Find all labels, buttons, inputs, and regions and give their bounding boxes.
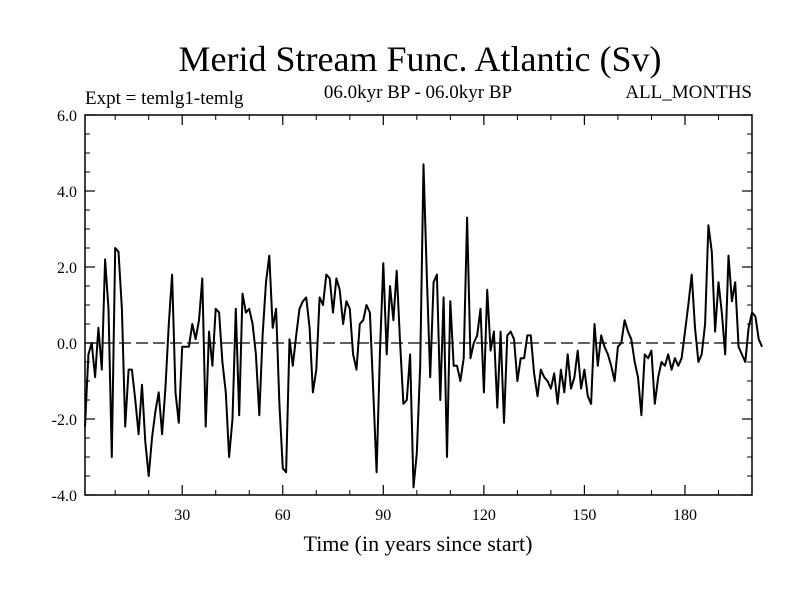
x-tick-label: 150: [572, 507, 596, 524]
x-tick-label: 90: [375, 507, 391, 524]
chart-title: Merid Stream Func. Atlantic (Sv): [179, 39, 662, 79]
x-axis-label: Time (in years since start): [304, 531, 533, 556]
y-tick-label: 2.0: [57, 260, 77, 277]
series-line: [84, 163, 764, 489]
y-tick-label: 6.0: [57, 108, 77, 125]
x-tick-label: 60: [275, 507, 291, 524]
x-tick-label: 120: [472, 507, 496, 524]
plot-frame: [84, 114, 753, 496]
y-tick-label: 0.0: [57, 336, 77, 353]
x-tick-label: 180: [673, 507, 697, 524]
chart-subtitle: 06.0kyr BP - 06.0kyr BP: [324, 82, 512, 103]
y-tick-label: -4.0: [52, 488, 77, 505]
experiment-annotation: Expt = temlg1-temlg: [85, 88, 244, 109]
y-tick-label: -2.0: [52, 412, 77, 429]
ticks: [85, 114, 753, 496]
y-tick-label: 4.0: [57, 184, 77, 201]
months-annotation: ALL_MONTHS: [625, 82, 752, 103]
tick-labels: 30 60 90 120 150 180 -4.0 -2.0 0.0 2.0 4.0 6.0: [52, 108, 697, 524]
x-tick-label: 30: [174, 507, 190, 524]
